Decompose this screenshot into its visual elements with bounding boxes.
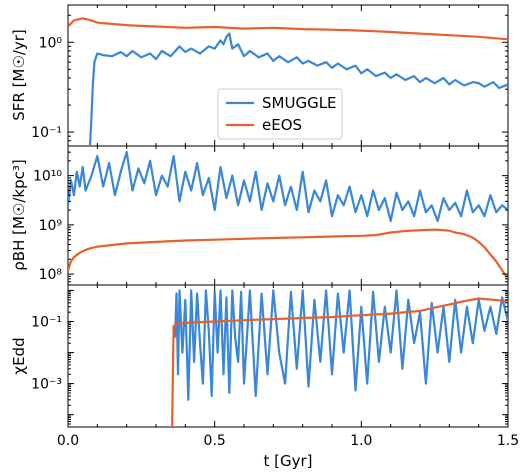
x-tick-label: 0.5 xyxy=(204,433,226,449)
y-tick-label-panel-top: 10⁻¹ xyxy=(31,125,62,141)
legend-label-smuggle: SMUGGLE xyxy=(262,94,337,112)
y-tick-label-panel-bottom: 10⁻³ xyxy=(31,377,62,393)
y-tick-label-panel-middle: 10⁸ xyxy=(39,267,63,283)
series-line-smuggle-panel-top xyxy=(88,32,508,146)
x-tick-label: 1.0 xyxy=(350,433,372,449)
x-tick-label: 1.5 xyxy=(497,433,519,449)
axis-ticks: 10⁻¹ 10⁰ 10⁸ 10⁹ 10¹⁰ 10⁻³ 10⁻¹ 0.0 0.5 1.0 1.5 xyxy=(31,5,519,449)
y-tick-label-panel-bottom: 10⁻¹ xyxy=(31,315,62,331)
series-line-eeos-panel-top xyxy=(68,17,508,41)
legend-box xyxy=(217,88,343,140)
legend: SMUGGLE eEOS xyxy=(217,88,343,140)
series-line-smuggle-panel-bottom xyxy=(174,289,508,401)
panel-middle-frame xyxy=(67,145,509,286)
series-line-smuggle-panel-middle xyxy=(68,151,508,223)
legend-label-eeos: eEOS xyxy=(262,116,302,134)
series-line-eeos-panel-bottom xyxy=(171,297,508,427)
y-tick-label-panel-top: 10⁰ xyxy=(39,35,63,51)
panel-bottom-plot xyxy=(171,289,508,427)
y-tick-label-panel-middle: 10⁹ xyxy=(39,218,63,234)
x-axis-label: t [Gyr] xyxy=(263,452,312,470)
panel-top-plot xyxy=(68,17,508,146)
y-tick-label-panel-middle: 10¹⁰ xyxy=(33,169,62,185)
panel-bottom-ylabel: χEdd xyxy=(10,337,28,374)
x-tick-label: 0.0 xyxy=(57,433,79,449)
series-line-eeos-panel-middle xyxy=(68,228,508,280)
panel-top-ylabel: SFR [M☉/yr] xyxy=(10,29,28,121)
panel-middle-ylabel: ρBH [M☉/kpc³] xyxy=(10,159,28,270)
panel-middle-plot xyxy=(68,151,508,280)
